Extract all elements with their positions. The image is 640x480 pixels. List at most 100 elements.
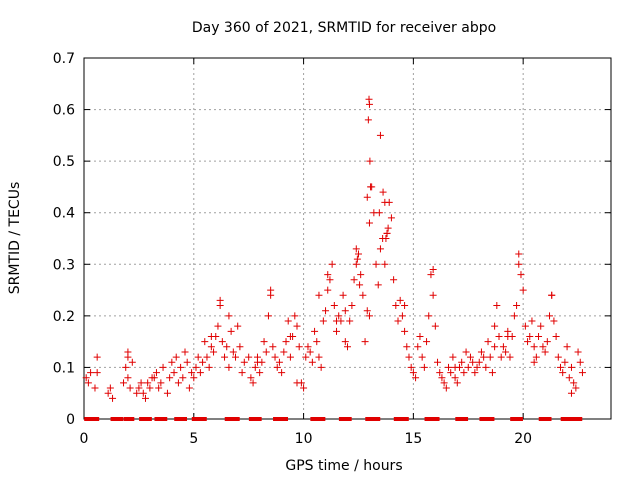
data-point <box>354 250 362 258</box>
data-point <box>203 353 211 361</box>
zero-marker <box>235 417 240 421</box>
data-point <box>367 183 375 191</box>
data-point <box>438 374 446 382</box>
data-point <box>458 358 466 366</box>
data-point <box>541 348 549 356</box>
data-point <box>304 343 312 351</box>
data-point <box>188 369 196 377</box>
data-point <box>493 302 501 310</box>
data-point <box>172 353 180 361</box>
data-point <box>409 369 417 377</box>
zero-marker <box>147 417 152 421</box>
data-point <box>348 302 356 310</box>
data-point <box>302 353 310 361</box>
zero-marker <box>284 417 289 421</box>
data-point <box>550 317 558 325</box>
data-point <box>552 332 560 340</box>
data-point <box>356 281 364 289</box>
data-point <box>214 322 222 330</box>
data-point <box>269 343 277 351</box>
data-point <box>576 358 584 366</box>
data-point <box>396 296 404 304</box>
data-point <box>440 379 448 387</box>
data-point <box>401 302 409 310</box>
data-point <box>578 369 586 377</box>
data-point <box>429 291 437 299</box>
data-point <box>267 291 275 299</box>
data-point <box>84 379 92 387</box>
data-point <box>570 379 578 387</box>
data-point <box>124 348 132 356</box>
zero-marker <box>518 417 523 421</box>
data-point <box>469 358 477 366</box>
data-point <box>346 317 354 325</box>
data-point <box>365 312 373 320</box>
data-point <box>284 317 292 325</box>
data-point <box>407 363 415 371</box>
data-point <box>556 363 564 371</box>
data-point <box>381 260 389 268</box>
data-point <box>181 348 189 356</box>
data-point <box>317 363 325 371</box>
data-point <box>199 358 207 366</box>
data-point <box>229 348 237 356</box>
y-tick-label: 0.1 <box>53 360 75 376</box>
data-point <box>93 369 101 377</box>
data-point <box>427 271 435 279</box>
data-point <box>521 322 529 330</box>
data-point <box>376 245 384 253</box>
data-point <box>429 265 437 273</box>
data-point <box>394 317 402 325</box>
data-point <box>286 353 294 361</box>
data-point <box>247 374 255 382</box>
zero-marker <box>547 417 552 421</box>
data-point <box>530 343 538 351</box>
data-point <box>133 389 141 397</box>
data-point <box>135 384 143 392</box>
data-point <box>278 369 286 377</box>
data-point <box>375 209 383 217</box>
data-point <box>223 343 231 351</box>
data-point <box>333 327 341 335</box>
zero-marker <box>578 417 583 421</box>
zero-marker <box>321 417 326 421</box>
data-point <box>574 348 582 356</box>
y-tick-label: 0.2 <box>53 309 75 325</box>
data-point <box>486 353 494 361</box>
data-point <box>207 343 215 351</box>
data-point <box>384 224 392 232</box>
zero-marker <box>95 417 100 421</box>
data-point <box>398 312 406 320</box>
data-point <box>530 358 538 366</box>
zero-marker <box>183 417 188 421</box>
data-point <box>177 363 185 371</box>
data-point <box>382 235 390 242</box>
data-point <box>471 369 479 377</box>
data-point <box>262 348 270 356</box>
data-point <box>174 379 182 387</box>
data-point <box>352 260 360 268</box>
data-point <box>183 358 191 366</box>
data-point <box>563 343 571 351</box>
data-point <box>256 369 264 377</box>
data-point <box>381 198 389 206</box>
data-point <box>510 312 518 320</box>
data-point <box>546 312 554 320</box>
zero-markers-layer <box>84 417 583 421</box>
data-point <box>308 358 316 366</box>
zero-marker <box>464 417 469 421</box>
data-point <box>423 338 431 346</box>
data-point <box>442 384 450 392</box>
data-point <box>196 369 204 377</box>
data-point <box>366 157 374 165</box>
data-point <box>144 379 152 387</box>
x-tick-label: 10 <box>295 431 313 447</box>
data-point <box>291 312 299 320</box>
data-point <box>392 302 400 310</box>
data-point <box>475 358 483 366</box>
data-point <box>449 353 457 361</box>
zero-marker <box>257 417 262 421</box>
data-point <box>282 338 290 346</box>
zero-marker <box>435 417 440 421</box>
